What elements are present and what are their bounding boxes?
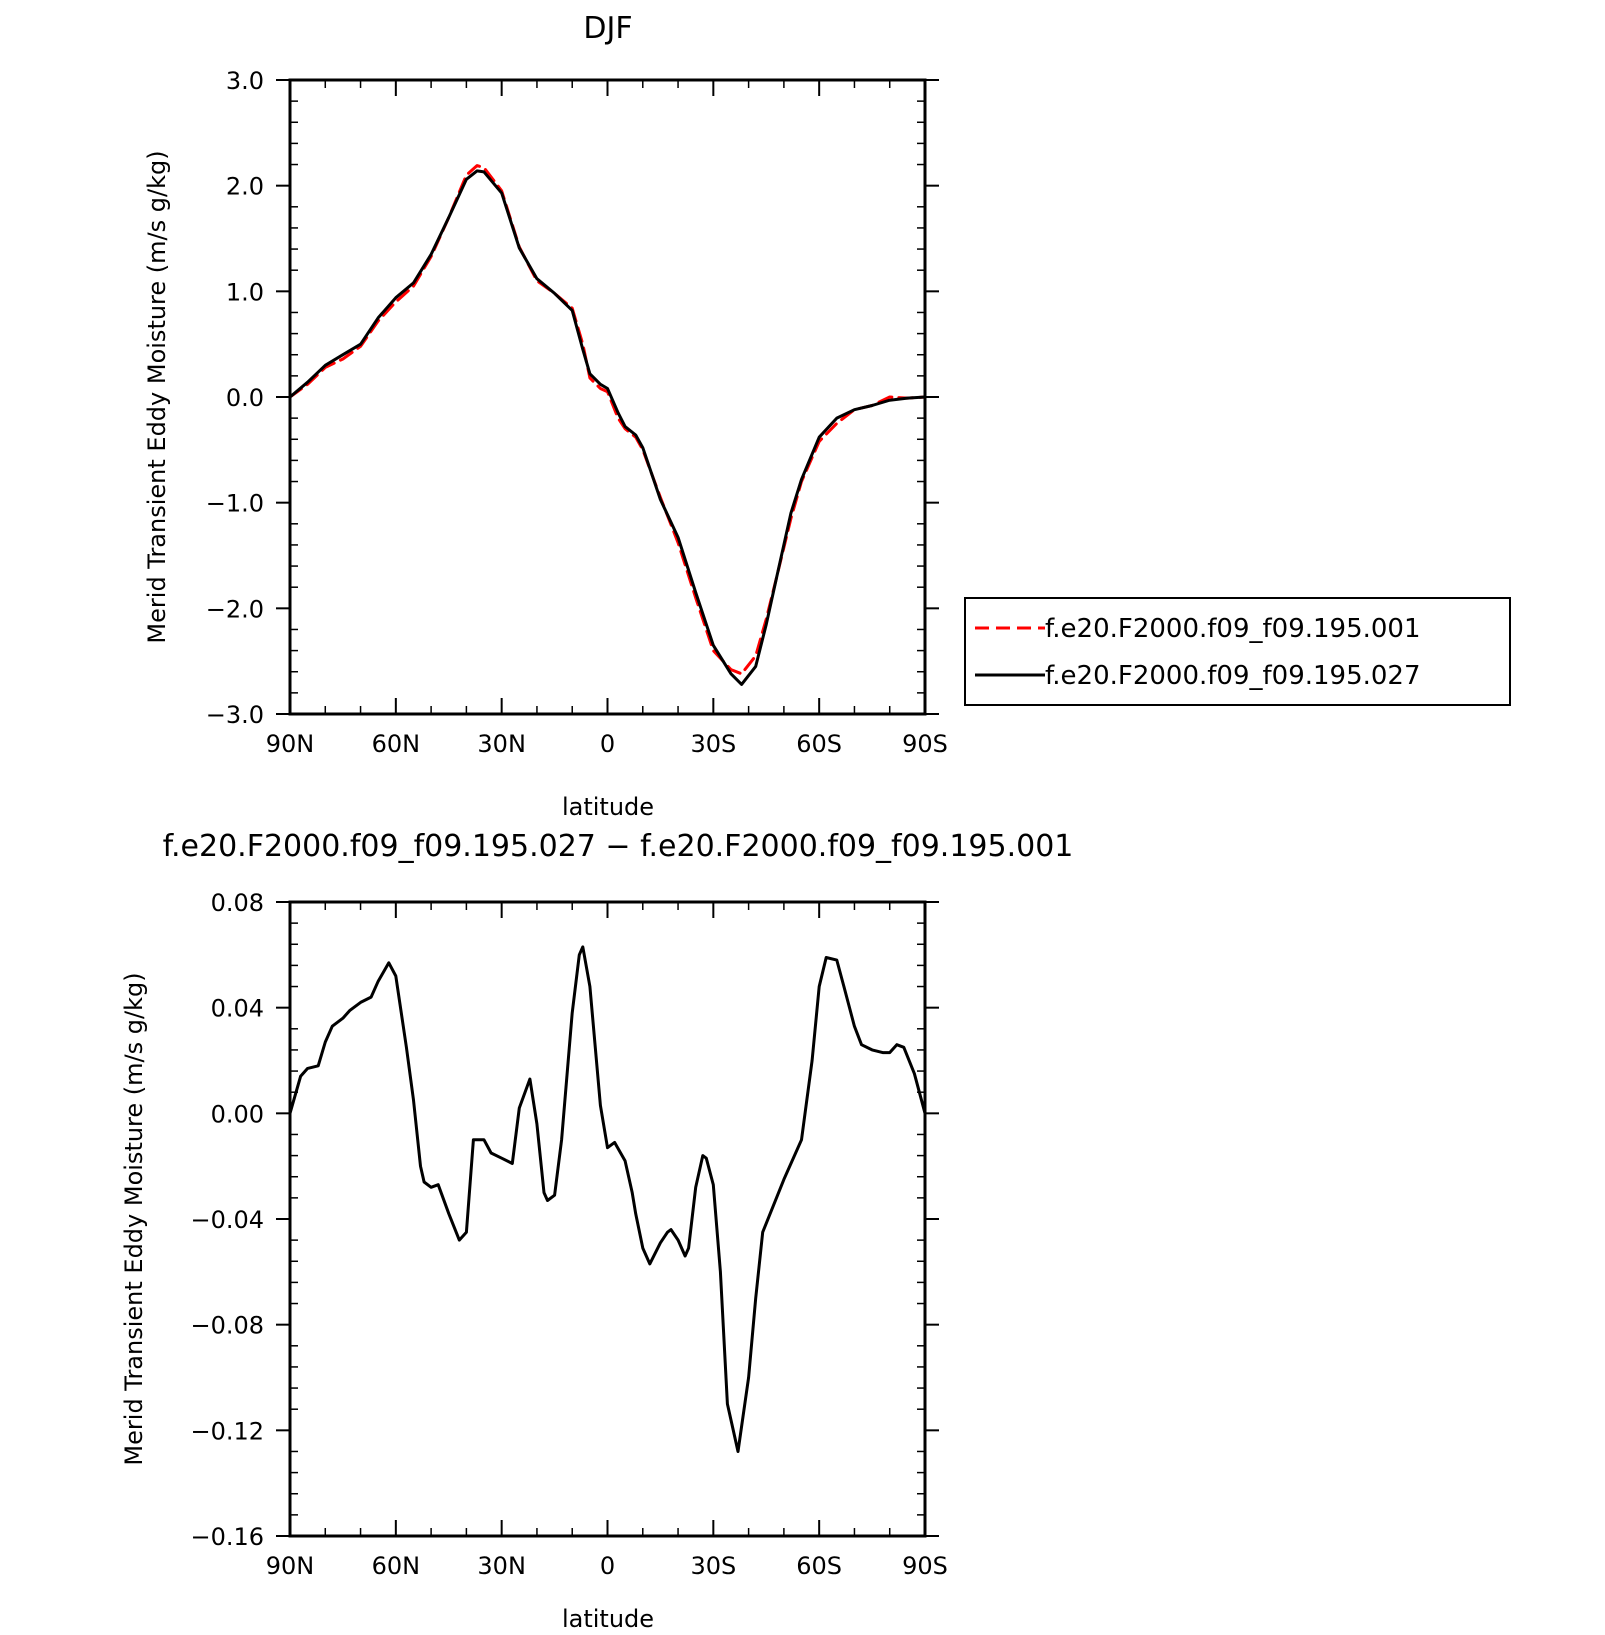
top-y-tick-label: −2.0 xyxy=(206,595,264,623)
bottom-x-axis-label: latitude xyxy=(562,1605,654,1633)
bottom-x-tick-label: 90N xyxy=(266,1552,315,1580)
bottom-y-axis-label: Merid Transient Eddy Moisture (m/s g/kg) xyxy=(120,972,148,1465)
top-series-line-1 xyxy=(288,169,927,686)
bottom-x-tick-label: 30S xyxy=(690,1552,736,1580)
bottom-panel: f.e20.F2000.f09_f09.195.027 − f.e20.F200… xyxy=(120,829,1073,1633)
top-y-tick-label: 1.0 xyxy=(226,278,264,306)
top-panel: DJF 90N 60N 30N 0 30S 60S 90S 3.0 2.0 1.0 0.0 −1.0 −… xyxy=(143,11,1511,821)
top-chart-title: DJF xyxy=(583,11,632,46)
legend-box xyxy=(964,597,1511,706)
top-series-line-0 xyxy=(288,164,927,676)
bottom-x-tick-label: 90S xyxy=(902,1552,948,1580)
top-y-tick-label: −1.0 xyxy=(206,490,264,518)
legend-label-001: f.e20.F2000.f09_f09.195.001 xyxy=(1045,614,1421,644)
top-series-lines xyxy=(288,164,927,686)
bottom-y-tick-label: −0.08 xyxy=(190,1312,264,1340)
bottom-x-tick-label: 0 xyxy=(600,1552,615,1580)
top-x-tick-label: 30N xyxy=(477,730,526,758)
legend: f.e20.F2000.f09_f09.195.001 f.e20.F2000.… xyxy=(964,597,1511,706)
top-plot-frame xyxy=(288,78,927,716)
top-y-tick-label: 0.0 xyxy=(226,384,264,412)
bottom-y-tick-label: −0.04 xyxy=(190,1206,264,1234)
bottom-x-tick-label: 60S xyxy=(796,1552,842,1580)
bottom-y-tick-label: 0.08 xyxy=(211,889,264,917)
bottom-y-tick-label: −0.12 xyxy=(190,1417,264,1445)
bottom-y-tick-label: 0.04 xyxy=(211,995,264,1023)
bottom-x-tick-label: 30N xyxy=(477,1552,526,1580)
top-y-tick-label: −3.0 xyxy=(206,701,264,729)
top-x-tick-label: 30S xyxy=(690,730,736,758)
top-y-tick-label: 3.0 xyxy=(226,67,264,95)
top-x-tick-label: 0 xyxy=(600,730,615,758)
bottom-x-tick-label: 60N xyxy=(372,1552,421,1580)
bottom-series-line-0 xyxy=(288,945,927,1453)
top-x-axis-label: latitude xyxy=(562,793,654,821)
top-x-tick-label: 90S xyxy=(902,730,948,758)
top-x-tick-label: 90N xyxy=(266,730,315,758)
bottom-y-tick-label: −0.16 xyxy=(190,1523,264,1551)
top-x-tick-label: 60N xyxy=(372,730,421,758)
top-x-tick-label: 60S xyxy=(796,730,842,758)
legend-label-027: f.e20.F2000.f09_f09.195.027 xyxy=(1045,661,1421,691)
top-y-axis-label: Merid Transient Eddy Moisture (m/s g/kg) xyxy=(143,150,171,643)
bottom-y-tick-label: 0.00 xyxy=(211,1100,264,1128)
bottom-chart-title: f.e20.F2000.f09_f09.195.027 − f.e20.F200… xyxy=(163,829,1074,864)
bottom-series-lines xyxy=(288,945,927,1453)
top-y-tick-label: 2.0 xyxy=(226,173,264,201)
bottom-plot-frame xyxy=(288,900,927,1538)
